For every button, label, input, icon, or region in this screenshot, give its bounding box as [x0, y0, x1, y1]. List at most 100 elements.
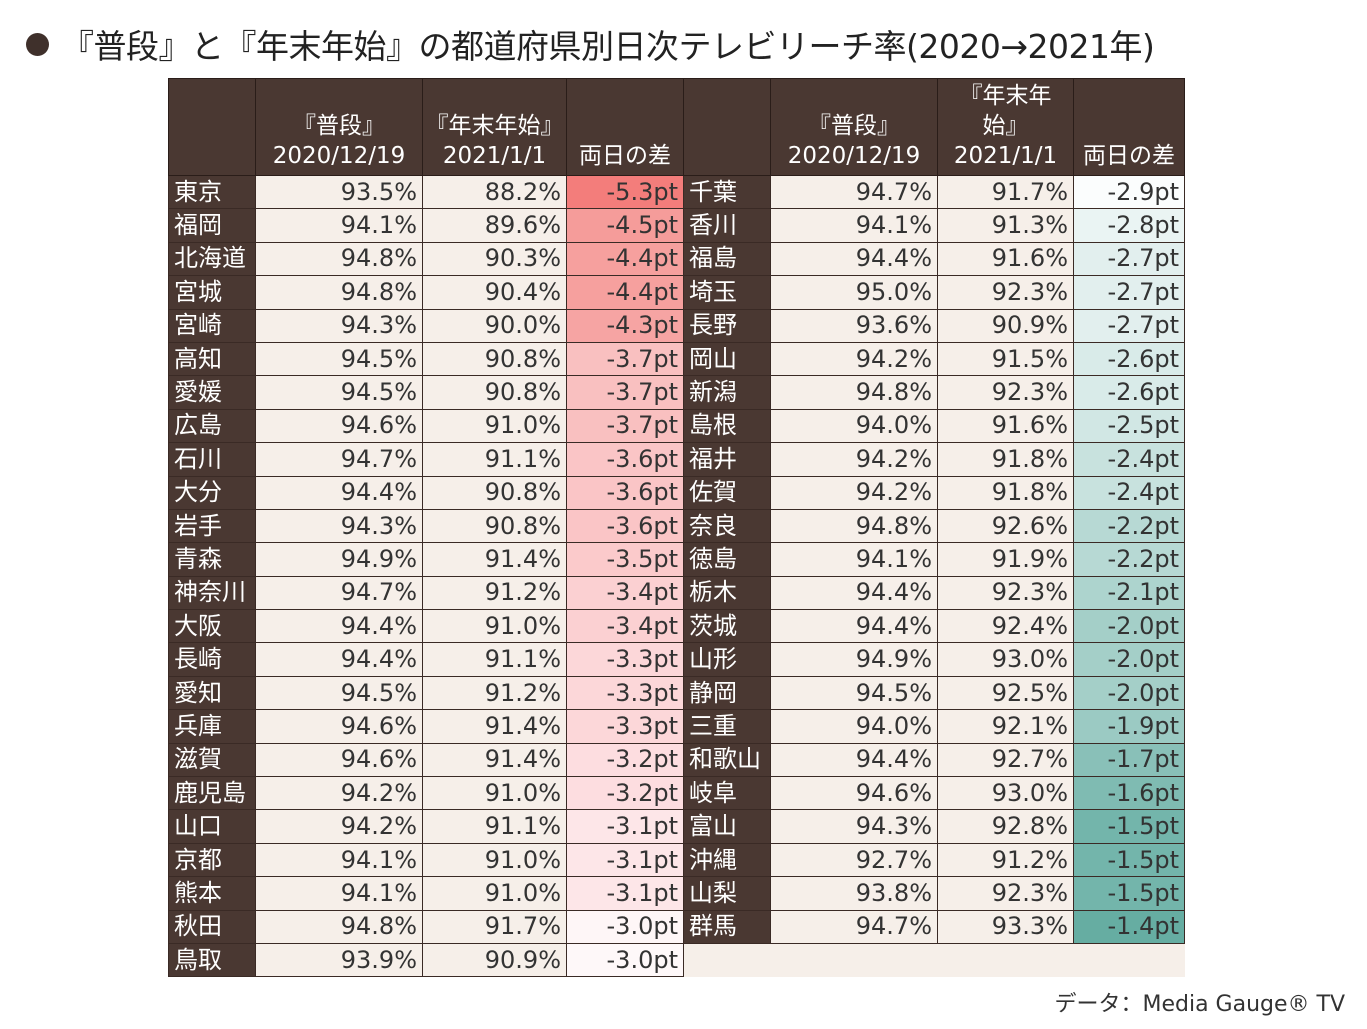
normal-rate: 94.4%	[255, 609, 423, 644]
table-row: 大分 94.4% 90.8% -3.6pt 佐賀 94.2% 91.8% -2.4pt	[168, 475, 1185, 510]
diff-value: -3.4pt	[566, 609, 684, 644]
table-row: 石川 94.7% 91.1% -3.6pt 福井 94.2% 91.8% -2.4pt	[168, 442, 1185, 477]
diff-value: -1.7pt	[1073, 742, 1185, 778]
normal-rate: 94.3%	[770, 809, 938, 844]
header-normal-right: 『普段』 2020/12/19	[770, 78, 938, 176]
diff-value: -1.5pt	[1073, 842, 1185, 878]
newyear-rate: 92.1%	[937, 709, 1074, 744]
normal-rate: 94.2%	[770, 475, 938, 510]
newyear-rate: 93.3%	[937, 909, 1074, 944]
pref-name: 山口	[168, 809, 256, 844]
diff-value: -2.6pt	[1073, 375, 1185, 410]
table-row: 秋田 94.8% 91.7% -3.0pt 群馬 94.7% 93.3% -1.4pt	[168, 909, 1185, 944]
reach-rate-table: 『普段』 2020/12/19 『年末年始』 2021/1/1 両日の差 『普段』 2…	[168, 78, 1185, 978]
normal-rate: 94.6%	[255, 742, 423, 778]
pref-name: 愛媛	[168, 375, 256, 410]
newyear-rate: 90.8%	[422, 508, 567, 544]
normal-rate: 94.4%	[770, 575, 938, 611]
table-row: 大阪 94.4% 91.0% -3.4pt 茨城 94.4% 92.4% -2.0pt	[168, 609, 1185, 644]
pref-name: 栃木	[683, 575, 771, 611]
newyear-rate: 90.9%	[422, 942, 567, 978]
diff-value: -2.8pt	[1073, 208, 1185, 243]
diff-value: -3.6pt	[566, 442, 684, 477]
newyear-rate: 90.3%	[422, 241, 567, 277]
newyear-rate: 91.2%	[422, 575, 567, 611]
diff-value: -4.4pt	[566, 275, 684, 310]
newyear-rate: 92.8%	[937, 809, 1074, 844]
pref-name: 茨城	[683, 609, 771, 644]
diff-value: -2.6pt	[1073, 341, 1185, 377]
pref-name: 京都	[168, 842, 256, 878]
pref-name: 島根	[683, 408, 771, 444]
pref-name: 福島	[683, 241, 771, 277]
newyear-rate: 92.3%	[937, 876, 1074, 911]
newyear-rate: 90.4%	[422, 275, 567, 310]
newyear-rate: 90.8%	[422, 475, 567, 510]
diff-value: -2.2pt	[1073, 508, 1185, 544]
table-row: 京都 94.1% 91.0% -3.1pt 沖縄 92.7% 91.2% -1.5pt	[168, 842, 1185, 878]
header-newyear-left: 『年末年始』 2021/1/1	[422, 78, 567, 176]
newyear-rate: 91.0%	[422, 776, 567, 811]
newyear-rate: 92.5%	[937, 675, 1074, 711]
pref-name: 大分	[168, 475, 256, 510]
newyear-rate: 88.2%	[422, 174, 567, 210]
header-diff-right: 両日の差	[1073, 78, 1185, 176]
pref-name: 長野	[683, 308, 771, 343]
pref-name: 新潟	[683, 375, 771, 410]
normal-rate: 94.2%	[255, 809, 423, 844]
table-row: 兵庫 94.6% 91.4% -3.3pt 三重 94.0% 92.1% -1.9pt	[168, 709, 1185, 744]
newyear-rate: 91.1%	[422, 809, 567, 844]
diff-value: -2.5pt	[1073, 408, 1185, 444]
newyear-rate: 93.0%	[937, 642, 1074, 677]
pref-name: 奈良	[683, 508, 771, 544]
diff-value: -5.3pt	[566, 174, 684, 210]
pref-name: 宮崎	[168, 308, 256, 343]
newyear-rate: 91.4%	[422, 542, 567, 577]
pref-name: 埼玉	[683, 275, 771, 310]
newyear-rate: 91.2%	[937, 842, 1074, 878]
normal-rate: 94.4%	[255, 475, 423, 510]
normal-rate: 94.8%	[770, 508, 938, 544]
table-row: 神奈川 94.7% 91.2% -3.4pt 栃木 94.4% 92.3% -2.1pt	[168, 575, 1185, 611]
newyear-rate: 91.3%	[937, 208, 1074, 243]
diff-value: -3.0pt	[566, 909, 684, 944]
normal-rate: 94.8%	[255, 909, 423, 944]
header-row: 『普段』 2020/12/19 『年末年始』 2021/1/1 両日の差 『普段』 2…	[168, 78, 1185, 176]
pref-name: 福井	[683, 442, 771, 477]
normal-rate: 94.9%	[770, 642, 938, 677]
table-row: 宮崎 94.3% 90.0% -4.3pt 長野 93.6% 90.9% -2.7pt	[168, 308, 1185, 343]
diff-value: -3.1pt	[566, 842, 684, 878]
normal-rate: 94.3%	[255, 508, 423, 544]
pref-name: 広島	[168, 408, 256, 444]
normal-rate: 93.6%	[770, 308, 938, 343]
pref-name: 佐賀	[683, 475, 771, 510]
newyear-rate: 91.0%	[422, 876, 567, 911]
pref-name: 長崎	[168, 642, 256, 677]
pref-name: 高知	[168, 341, 256, 377]
diff-value: -1.6pt	[1073, 776, 1185, 811]
pref-name: 東京	[168, 174, 256, 210]
diff-value: -3.5pt	[566, 542, 684, 577]
pref-name: 鹿児島	[168, 776, 256, 811]
normal-rate: 94.5%	[255, 675, 423, 711]
pref-name: 青森	[168, 542, 256, 577]
newyear-rate: 91.7%	[422, 909, 567, 944]
normal-rate: 94.5%	[255, 375, 423, 410]
table-row: 滋賀 94.6% 91.4% -3.2pt 和歌山 94.4% 92.7% -1.7pt	[168, 742, 1185, 778]
table-row: 鹿児島 94.2% 91.0% -3.2pt 岐阜 94.6% 93.0% -1.6pt	[168, 776, 1185, 811]
table-row: 山口 94.2% 91.1% -3.1pt 富山 94.3% 92.8% -1.5pt	[168, 809, 1185, 844]
header-pref-right	[683, 78, 771, 176]
normal-rate: 95.0%	[770, 275, 938, 310]
table-row: 岩手 94.3% 90.8% -3.6pt 奈良 94.8% 92.6% -2.2pt	[168, 508, 1185, 544]
pref-name: 沖縄	[683, 842, 771, 878]
pref-name: 千葉	[683, 174, 771, 210]
newyear-rate: 90.8%	[422, 375, 567, 410]
diff-value: -2.2pt	[1073, 542, 1185, 577]
diff-value: -3.1pt	[566, 809, 684, 844]
pref-name: 岩手	[168, 508, 256, 544]
diff-value: -1.4pt	[1073, 909, 1185, 944]
diff-value: -4.5pt	[566, 208, 684, 243]
normal-rate: 94.6%	[770, 776, 938, 811]
table-row: 長崎 94.4% 91.1% -3.3pt 山形 94.9% 93.0% -2.0pt	[168, 642, 1185, 677]
data-source: データ：Media Gauge® TV	[1054, 992, 1345, 1017]
